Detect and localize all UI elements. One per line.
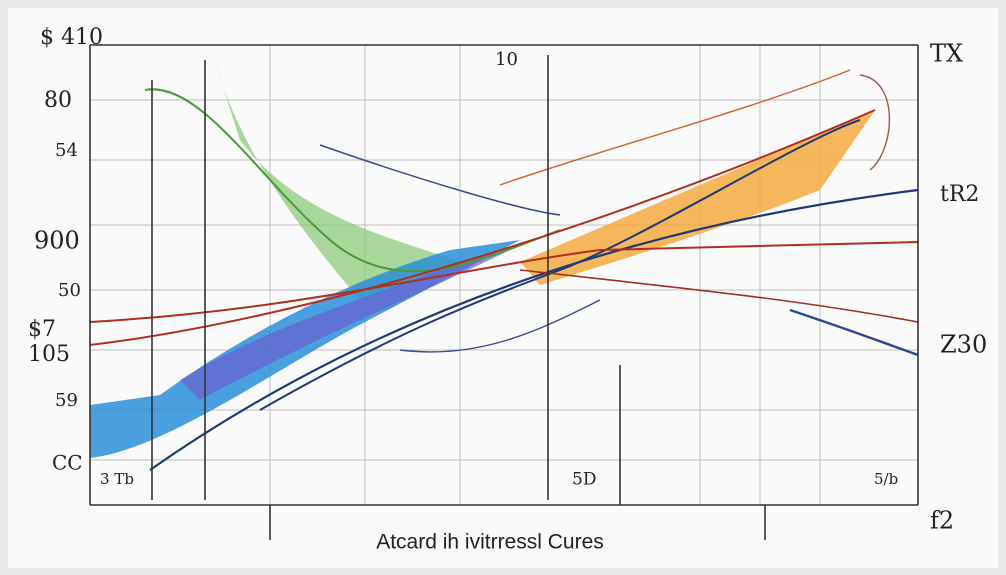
purple-area <box>180 245 520 400</box>
bottom-label: f2 <box>930 507 954 535</box>
orange-line <box>499 69 851 186</box>
left-label: 54 <box>55 140 78 161</box>
brown-line <box>859 74 891 171</box>
frame <box>89 44 919 540</box>
bottom-label: 5D <box>572 470 596 490</box>
navy-line <box>149 188 919 471</box>
curves <box>89 62 919 471</box>
top-label: 10 <box>495 49 518 70</box>
left-label: 105 <box>28 342 70 367</box>
navy-line <box>259 119 861 411</box>
green-area <box>215 62 470 300</box>
grid <box>90 45 918 505</box>
bottom-label: 3 Tb <box>100 470 134 488</box>
navy-line <box>789 308 919 357</box>
green-line <box>144 88 561 272</box>
red-line <box>519 269 919 323</box>
left-label: $ 410 <box>40 25 103 50</box>
top-label: TX <box>930 40 963 68</box>
red-line <box>89 241 919 323</box>
right-label: Z30 <box>940 331 987 359</box>
chart-title: Atcard ih ivitrressl Cures <box>376 531 604 554</box>
left-label: $7 <box>28 317 56 342</box>
navy-line <box>399 299 601 353</box>
left-label: 900 <box>34 227 80 255</box>
red-line <box>89 109 876 346</box>
left-label: 50 <box>58 280 81 301</box>
bottom-label: 5/b <box>874 470 898 488</box>
left-label: 80 <box>44 88 72 113</box>
navy-line <box>319 144 561 216</box>
left-label: 59 <box>55 390 78 411</box>
left-label: CC <box>52 451 83 475</box>
right-label: tR2 <box>940 182 979 207</box>
labels: $ 410 80 54 900 50 $7 105 59 CC 10 TX tR… <box>28 25 987 554</box>
